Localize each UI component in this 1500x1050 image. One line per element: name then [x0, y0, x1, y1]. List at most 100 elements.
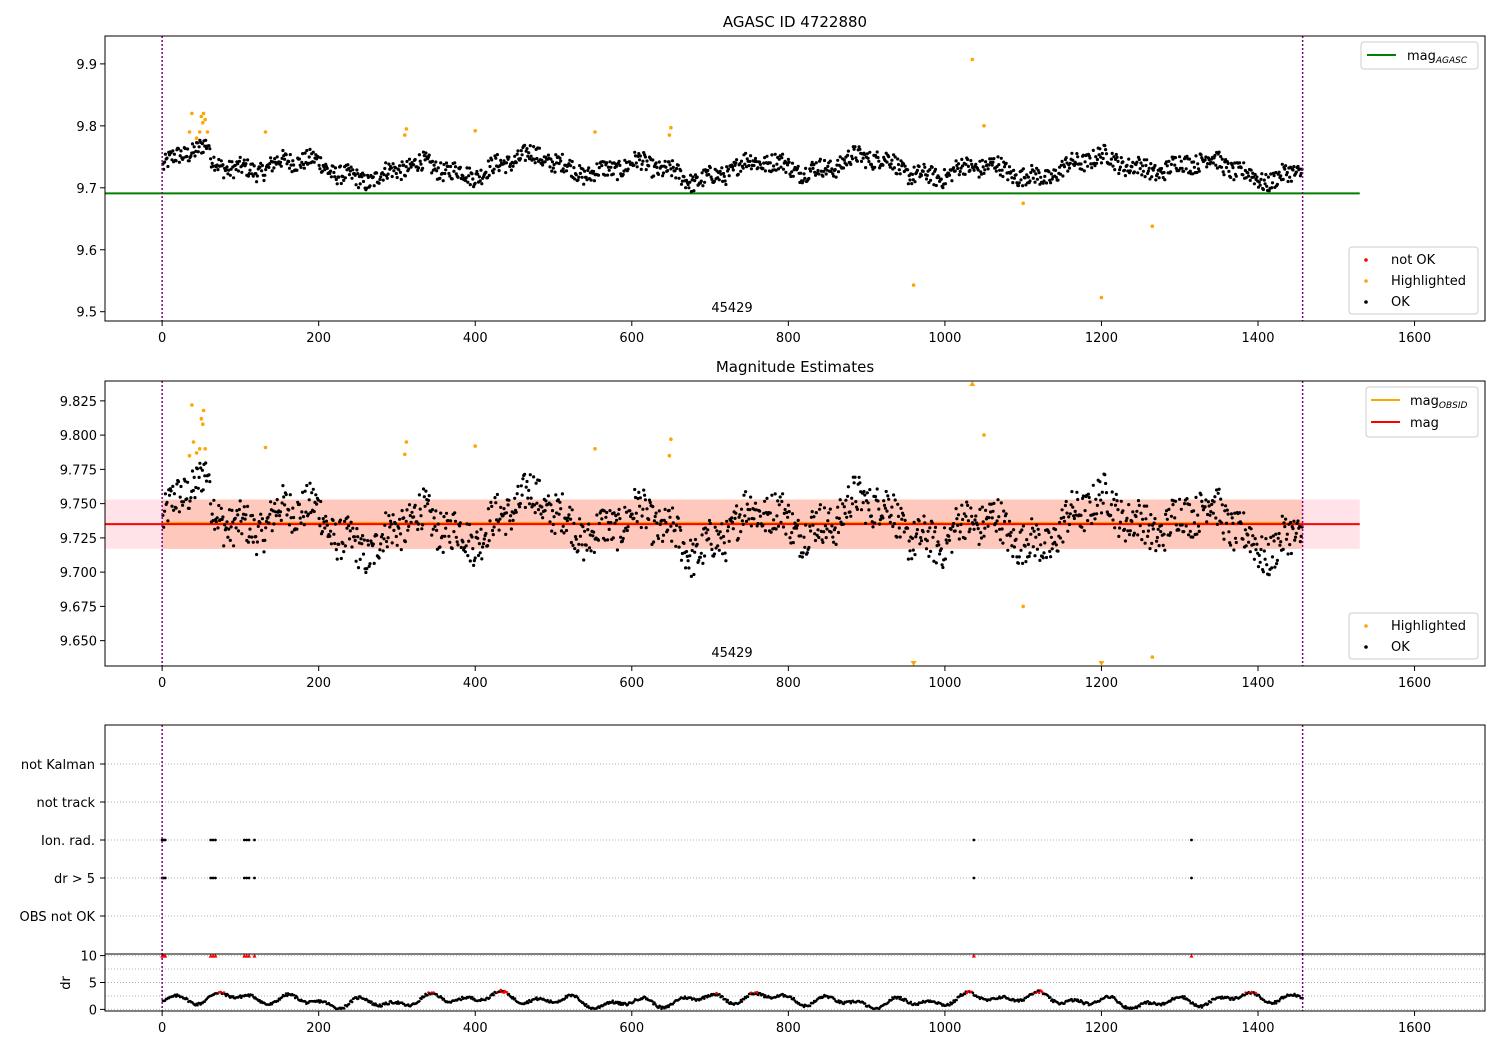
data-point-ok	[1062, 519, 1067, 523]
data-point-ok	[762, 511, 766, 515]
data-point-ok	[1015, 181, 1019, 185]
data-point-ok	[348, 529, 352, 533]
data-point-ok	[1044, 181, 1049, 185]
data-point-ok	[898, 535, 902, 539]
data-point-ok	[1137, 503, 1141, 507]
data-point-ok	[1224, 504, 1228, 508]
data-point-ok	[586, 168, 590, 172]
data-point-ok	[431, 527, 435, 531]
data-point-ok	[834, 542, 838, 547]
data-point-ok	[676, 163, 680, 167]
data-point-ok	[315, 502, 319, 506]
dr-point	[789, 995, 793, 998]
legend-label-not-ok: not OK	[1391, 253, 1436, 268]
data-point-ok	[389, 522, 393, 526]
data-point-ok	[770, 153, 774, 157]
dr-point	[1181, 995, 1184, 998]
data-point-ok	[307, 155, 311, 159]
data-point-ok	[1076, 497, 1080, 502]
data-point-ok	[661, 174, 665, 178]
data-point-ok	[350, 545, 354, 549]
data-point-ok	[248, 168, 252, 172]
data-point-ok	[282, 495, 286, 499]
data-point-ok	[1238, 511, 1242, 515]
dr-point	[1243, 994, 1246, 997]
data-point-highlighted	[982, 124, 986, 128]
data-point-ok	[1206, 162, 1210, 166]
flag-point	[253, 838, 256, 842]
data-point-ok	[281, 484, 285, 488]
data-point-ok	[560, 152, 565, 156]
dr-point	[196, 1003, 199, 1007]
data-point-ok	[577, 175, 581, 179]
data-point-ok	[1113, 526, 1117, 530]
data-point-ok	[643, 155, 648, 159]
data-point-ok	[898, 172, 902, 176]
data-point-ok	[738, 513, 742, 517]
data-point-ok	[383, 523, 387, 527]
data-point-ok	[873, 495, 878, 499]
data-point-ok	[439, 161, 443, 165]
data-point-ok	[1011, 181, 1015, 185]
data-point-ok	[1146, 169, 1150, 173]
data-point-ok	[446, 164, 450, 168]
dr-point	[370, 1000, 373, 1003]
data-point-ok	[906, 168, 910, 172]
panel-magnitude-estimates: Magnitude Estimates 0 200 400 600 800 1000 120…	[60, 358, 1486, 691]
data-point-highlighted	[1021, 604, 1025, 609]
data-point-ok	[523, 505, 528, 510]
data-point-ok	[486, 176, 490, 180]
data-point-ok	[991, 509, 995, 513]
data-point-ok	[853, 145, 857, 149]
x-tick-label: 1000	[928, 1021, 961, 1036]
data-point-ok	[349, 165, 353, 169]
data-point-ok	[300, 510, 304, 514]
data-point-ok	[1007, 519, 1012, 523]
data-point-ok	[820, 538, 824, 542]
data-point-ok	[624, 510, 629, 514]
data-point-ok	[377, 556, 381, 560]
data-point-ok	[611, 172, 615, 176]
data-point-ok	[390, 541, 394, 545]
data-point-ok	[842, 505, 846, 509]
data-point-ok	[853, 475, 857, 479]
data-point-ok	[185, 154, 189, 159]
data-point-ok	[299, 165, 303, 169]
data-point-ok	[890, 158, 894, 162]
data-point-ok	[998, 168, 1002, 172]
data-point-ok	[1112, 155, 1116, 159]
data-point-ok	[617, 159, 621, 163]
data-point-ok	[270, 529, 274, 533]
data-point-ok	[520, 493, 524, 497]
data-point-ok	[981, 520, 985, 524]
data-point-ok	[838, 498, 842, 502]
data-point-ok	[578, 517, 582, 521]
data-point-ok	[1286, 179, 1290, 184]
data-point-ok	[836, 530, 841, 535]
data-point-ok	[299, 521, 303, 525]
dr-point-high	[1037, 991, 1041, 994]
data-point-ok	[857, 145, 861, 149]
data-point-ok	[850, 154, 854, 158]
data-point-ok	[638, 154, 643, 158]
data-point-ok	[225, 165, 229, 169]
x-tick-label: 1200	[1085, 676, 1118, 691]
data-point-ok	[730, 516, 734, 520]
data-point-ok	[701, 184, 705, 188]
data-point-ok	[925, 173, 929, 177]
data-point-ok	[280, 501, 284, 505]
data-point-ok	[499, 505, 503, 509]
data-point-ok	[1016, 561, 1021, 565]
data-point-ok	[747, 164, 751, 168]
data-point-ok	[417, 153, 421, 157]
data-point-ok	[208, 480, 212, 484]
data-point-ok	[371, 542, 375, 546]
data-point-ok	[486, 544, 490, 548]
data-point-ok	[432, 516, 436, 520]
data-point-ok	[592, 530, 596, 534]
dr-point	[802, 1005, 806, 1009]
data-point-ok	[559, 159, 563, 163]
data-point-ok	[953, 529, 957, 533]
data-point-ok	[1222, 173, 1226, 177]
data-point-ok	[707, 172, 711, 177]
